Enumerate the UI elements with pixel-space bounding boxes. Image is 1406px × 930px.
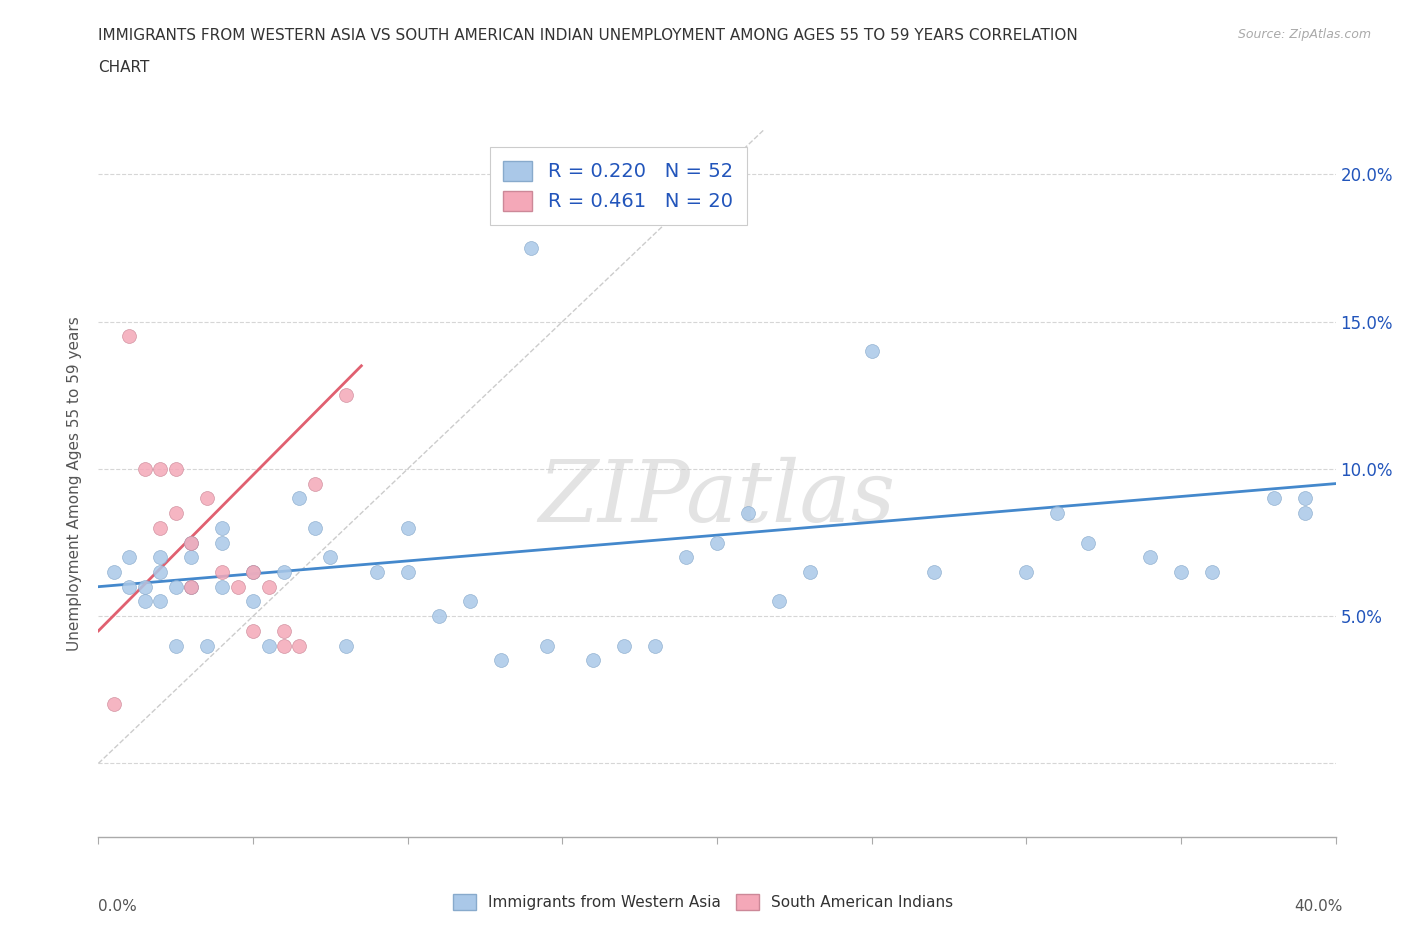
Point — [118, 579, 141, 594]
Point — [706, 535, 728, 550]
Point — [165, 579, 187, 594]
Point — [211, 579, 233, 594]
Point — [1077, 535, 1099, 550]
Point — [103, 698, 125, 712]
Point — [304, 476, 326, 491]
Point — [582, 653, 605, 668]
Point — [211, 535, 233, 550]
Point — [103, 565, 125, 579]
Point — [1201, 565, 1223, 579]
Point — [288, 491, 311, 506]
Legend: R = 0.220   N = 52, R = 0.461   N = 20: R = 0.220 N = 52, R = 0.461 N = 20 — [489, 147, 747, 225]
Point — [536, 638, 558, 653]
Point — [180, 579, 202, 594]
Point — [1170, 565, 1192, 579]
Point — [165, 638, 187, 653]
Point — [149, 565, 172, 579]
Point — [242, 623, 264, 638]
Point — [118, 329, 141, 344]
Text: CHART: CHART — [98, 60, 150, 75]
Text: Source: ZipAtlas.com: Source: ZipAtlas.com — [1237, 28, 1371, 41]
Point — [149, 594, 172, 609]
Point — [520, 241, 543, 256]
Point — [118, 550, 141, 565]
Point — [1015, 565, 1038, 579]
Point — [396, 565, 419, 579]
Point — [396, 521, 419, 536]
Point — [644, 638, 666, 653]
Point — [799, 565, 821, 579]
Point — [180, 579, 202, 594]
Point — [211, 565, 233, 579]
Point — [335, 638, 357, 653]
Point — [180, 535, 202, 550]
Point — [149, 461, 172, 476]
Point — [860, 344, 883, 359]
Point — [134, 594, 156, 609]
Point — [180, 550, 202, 565]
Point — [427, 609, 450, 624]
Text: 0.0%: 0.0% — [98, 899, 138, 914]
Point — [195, 638, 218, 653]
Point — [1139, 550, 1161, 565]
Point — [304, 521, 326, 536]
Point — [335, 388, 357, 403]
Point — [1294, 506, 1316, 521]
Point — [288, 638, 311, 653]
Point — [134, 579, 156, 594]
Point — [922, 565, 945, 579]
Point — [1263, 491, 1285, 506]
Text: IMMIGRANTS FROM WESTERN ASIA VS SOUTH AMERICAN INDIAN UNEMPLOYMENT AMONG AGES 55: IMMIGRANTS FROM WESTERN ASIA VS SOUTH AM… — [98, 28, 1078, 43]
Point — [165, 506, 187, 521]
Point — [273, 623, 295, 638]
Point — [242, 565, 264, 579]
Point — [134, 461, 156, 476]
Point — [737, 506, 759, 521]
Y-axis label: Unemployment Among Ages 55 to 59 years: Unemployment Among Ages 55 to 59 years — [67, 316, 83, 651]
Point — [165, 461, 187, 476]
Point — [613, 638, 636, 653]
Point — [257, 579, 280, 594]
Point — [226, 579, 249, 594]
Point — [768, 594, 790, 609]
Point — [489, 653, 512, 668]
Point — [149, 521, 172, 536]
Text: 40.0%: 40.0% — [1295, 899, 1343, 914]
Point — [211, 521, 233, 536]
Legend: Immigrants from Western Asia, South American Indians: Immigrants from Western Asia, South Amer… — [447, 888, 959, 916]
Text: ZIPatlas: ZIPatlas — [538, 457, 896, 539]
Point — [242, 565, 264, 579]
Point — [1294, 491, 1316, 506]
Point — [273, 638, 295, 653]
Point — [1046, 506, 1069, 521]
Point — [273, 565, 295, 579]
Point — [257, 638, 280, 653]
Point — [242, 594, 264, 609]
Point — [458, 594, 481, 609]
Point — [180, 535, 202, 550]
Point — [195, 491, 218, 506]
Point — [366, 565, 388, 579]
Point — [675, 550, 697, 565]
Point — [149, 550, 172, 565]
Point — [319, 550, 342, 565]
